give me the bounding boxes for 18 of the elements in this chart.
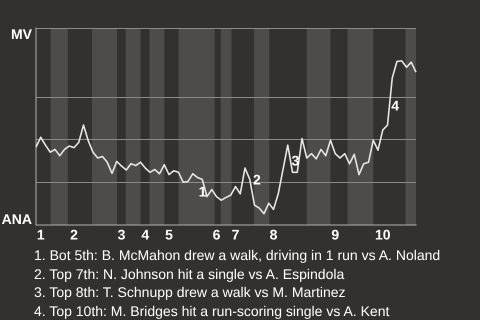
text: 2. Top 7th: N. Johnson hit a single vs A. Espindola (34, 264, 346, 283)
x-tick-label: 5 (165, 226, 174, 242)
text: 3. Top 8th: T. Schnupp drew a walk vs M. Martinez (34, 283, 347, 302)
text: MV (11, 26, 33, 42)
text: ANA (2, 211, 32, 228)
annotation: 2 (252, 172, 261, 188)
x-tick-label: 10 (374, 226, 391, 242)
x-tick-label: 7 (232, 226, 240, 242)
text: 4. Top 10th: M. Bridges hit a run-scoring single vs A. Kent (34, 302, 390, 320)
x-tick-label: 2 (70, 226, 78, 242)
annotation: 4 (391, 98, 400, 114)
x-tick-label: 4 (141, 226, 150, 242)
x-tick-label: 9 (331, 226, 340, 242)
text: 1. Bot 5th: B. McMahon drew a walk, driving in 1 run vs A. Noland (34, 246, 442, 264)
x-tick-label: 6 (212, 226, 221, 242)
x-tick-label: 3 (118, 226, 126, 242)
x-tick-label: 8 (270, 226, 278, 242)
x-tick-label: 1 (36, 226, 45, 242)
